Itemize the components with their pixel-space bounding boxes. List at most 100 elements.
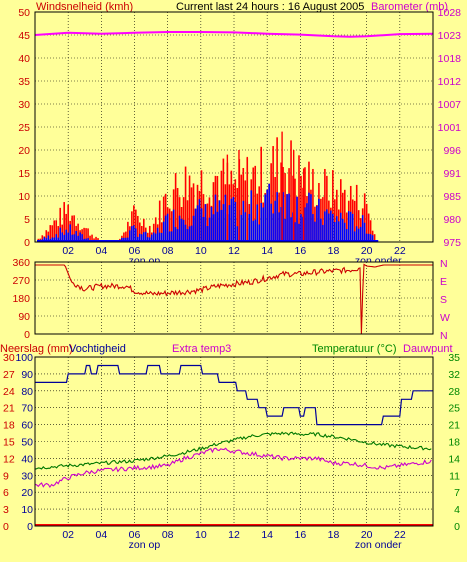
header-right-label: Barometer (mb) [371, 1, 448, 13]
climate-xtick: 08 [162, 529, 174, 541]
wind-ytick: 5 [24, 214, 30, 226]
wind-ytick: 20 [18, 145, 30, 157]
temp-ytick: 32 [448, 369, 460, 381]
wind-xtick: 16 [294, 245, 306, 257]
humidity-ytick: 90 [21, 369, 33, 381]
baro-ytick: 1028 [438, 7, 462, 19]
dir-ytick: 360 [12, 257, 30, 269]
baro-ytick: 991 [443, 168, 461, 180]
temp-ytick: 25 [448, 403, 460, 415]
wind-xtick: 10 [195, 245, 207, 257]
wind-ytick: 40 [18, 53, 30, 65]
humidity-ytick: 30 [21, 470, 33, 482]
baro-ytick: 996 [443, 145, 461, 157]
wind-ytick: 35 [18, 76, 30, 88]
dir-ytick: 90 [18, 311, 30, 323]
rain-ytick: 12 [3, 453, 15, 465]
climate-xtick: 06 [129, 529, 141, 541]
rain-ytick: 15 [3, 437, 15, 449]
dir-plot-frame [34, 261, 434, 335]
dir-compass-tick: N [440, 330, 448, 342]
rain-ytick: 6 [3, 487, 9, 499]
rain-ytick: 24 [3, 386, 15, 398]
baro-ytick: 1018 [438, 53, 462, 65]
extra-temp-label: Extra temp3 [172, 343, 231, 355]
wind-xtick: 12 [228, 245, 240, 257]
dewpoint-axis-label: Dauwpunt [403, 343, 453, 355]
rain-ytick: 30 [3, 352, 15, 364]
humidity-ytick: 50 [21, 437, 33, 449]
wind-xtick: 02 [62, 245, 74, 257]
temperature-line [34, 431, 432, 470]
wind-xtick: 18 [328, 245, 340, 257]
climate-plot-frame [34, 356, 434, 527]
temp-ytick: 11 [449, 470, 460, 482]
humidity-ytick: 40 [21, 453, 33, 465]
temp-ytick: 35 [448, 352, 460, 364]
rain-ytick: 3 [3, 504, 9, 516]
baro-ytick: 1007 [438, 99, 462, 111]
humidity-ytick: 60 [21, 420, 33, 432]
wind-ytick: 50 [18, 7, 30, 19]
wind-ytick: 25 [18, 122, 30, 134]
climate-xtick: 14 [261, 529, 273, 541]
humidity-ytick: 80 [21, 386, 33, 398]
header-left-label: Windsnelheid (kmh) [36, 1, 133, 13]
direction-line [35, 263, 433, 335]
temp-ytick: 14 [448, 453, 460, 465]
wind-ytick: 10 [18, 191, 30, 203]
temp-ytick: 4 [454, 504, 460, 516]
climate-xtick: 02 [62, 529, 74, 541]
temp-ytick: 21 [448, 420, 460, 432]
climate-sunrise-label: zon op [129, 539, 161, 551]
rain-ytick: 9 [3, 470, 9, 482]
rain-ytick: 21 [3, 403, 15, 415]
dir-ytick: 180 [12, 293, 30, 305]
baro-ytick: 975 [443, 237, 461, 249]
wind-plot-frame [34, 11, 434, 243]
climate-xtick: 22 [394, 529, 406, 541]
climate-xtick: 20 [361, 529, 373, 541]
wind-ytick: 45 [18, 30, 30, 42]
wind-ytick: 0 [24, 237, 30, 249]
climate-xtick: 12 [228, 529, 240, 541]
humidity-ytick: 10 [21, 504, 33, 516]
climate-sunset-label: zon onder [355, 539, 402, 551]
wind-xtick: 22 [394, 245, 406, 257]
dir-compass-tick: W [440, 312, 450, 324]
rain-ytick: 18 [3, 420, 15, 432]
climate-xtick: 16 [294, 529, 306, 541]
wind-xtick: 14 [261, 245, 273, 257]
baro-ytick: 985 [443, 191, 461, 203]
baro-ytick: 1012 [438, 76, 462, 88]
temperature-axis-label: Temperatuur (°C) [312, 343, 396, 355]
wind-ytick: 15 [18, 168, 30, 180]
climate-xtick: 04 [95, 529, 107, 541]
dir-compass-tick: N [440, 258, 448, 270]
baro-ytick: 980 [443, 214, 461, 226]
wind-xtick: 08 [162, 245, 174, 257]
temp-ytick: 7 [454, 487, 460, 499]
wind-xtick: 04 [95, 245, 107, 257]
baro-ytick: 1001 [438, 122, 462, 134]
temp-ytick: 18 [448, 437, 460, 449]
humidity-line [35, 364, 433, 426]
rain-axis-label: Neerslag (mm) [0, 343, 73, 355]
dir-ytick: 270 [12, 275, 30, 287]
barometer-line [34, 31, 434, 38]
header-title: Current last 24 hours : 16 August 2005 [176, 1, 364, 13]
baro-ytick: 1023 [438, 30, 462, 42]
rain-ytick: 27 [3, 369, 15, 381]
wind-xtick: 20 [361, 245, 373, 257]
humidity-ytick: 20 [21, 487, 33, 499]
dewpoint-line [34, 447, 432, 488]
rain-ytick: 0 [3, 521, 9, 533]
temp-ytick: 0 [454, 521, 460, 533]
dir-compass-tick: S [440, 294, 447, 306]
humidity-axis-label: Vochtigheid [69, 343, 126, 355]
wind-xtick: 06 [129, 245, 141, 257]
climate-xtick: 18 [328, 529, 340, 541]
humidity-ytick: 70 [21, 403, 33, 415]
